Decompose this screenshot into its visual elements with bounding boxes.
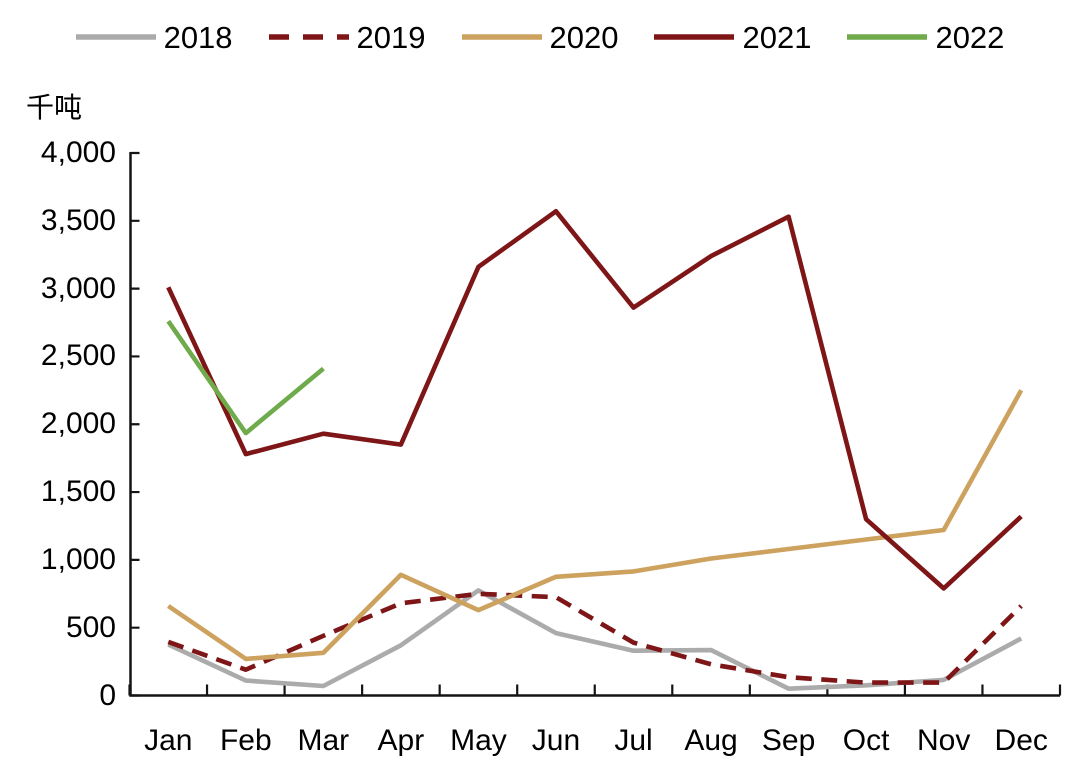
y-axis-tick-label: 0 [99,678,116,712]
y-axis-tick-label: 4,000 [40,136,116,169]
y-axis-tick-label: 500 [65,610,116,644]
x-axis-label: Dec [994,724,1048,757]
x-axis-label: Mar [297,724,350,757]
legend-label: 2022 [935,19,1005,55]
chart-legend: 2018 2019 2020 2021 2022 [0,16,1080,58]
legend-item-2019: 2019 [268,19,426,55]
x-axis-label: Apr [377,724,425,757]
x-axis-label: Oct [842,724,890,757]
legend-item-2021: 2021 [654,22,811,53]
series-line-2018 [167,588,1023,691]
x-axis-label: Nov [917,724,971,757]
series-line-2019 [167,591,1023,685]
y-axis-tick-label: 2,500 [40,339,116,373]
axis-lines [129,152,1060,697]
x-axis-label: Jan [144,724,193,757]
legend-label: 2018 [163,19,233,55]
x-axis-label: May [450,724,507,757]
x-axis-label: Jul [614,724,653,757]
legend-label: 2020 [549,19,619,55]
y-axis-unit-label: 千吨 [26,92,83,123]
legend-label: 2021 [742,19,812,55]
y-axis-tick-label: 1,000 [40,542,116,576]
series-line-2020 [167,389,1024,662]
y-axis-tick-label: 1,500 [40,475,116,509]
legend-swatch-icon [847,34,928,40]
y-axis-tick-label: 3,000 [40,271,116,305]
legend-item-2022: 2022 [847,22,1004,53]
legend-swatch-icon [75,34,156,40]
legend-swatch-icon [268,34,349,40]
legend-item-2018: 2018 [75,19,233,55]
legend-item-2020: 2020 [461,19,619,55]
series-line-2022 [166,319,325,436]
y-axis-tick-label: 3,500 [40,203,116,237]
legend-swatch-icon [461,34,542,40]
series-line-2021 [166,209,1023,591]
x-axis-label: Jun [531,724,581,757]
x-axis-label: Aug [684,724,738,757]
x-axis-label: Sep [761,724,816,757]
x-axis-label: Feb [219,724,272,757]
axis-tick-marks [128,151,1062,697]
legend-label: 2019 [356,19,426,55]
y-axis-tick-label: 2,000 [40,407,116,441]
legend-swatch-icon [654,34,735,40]
